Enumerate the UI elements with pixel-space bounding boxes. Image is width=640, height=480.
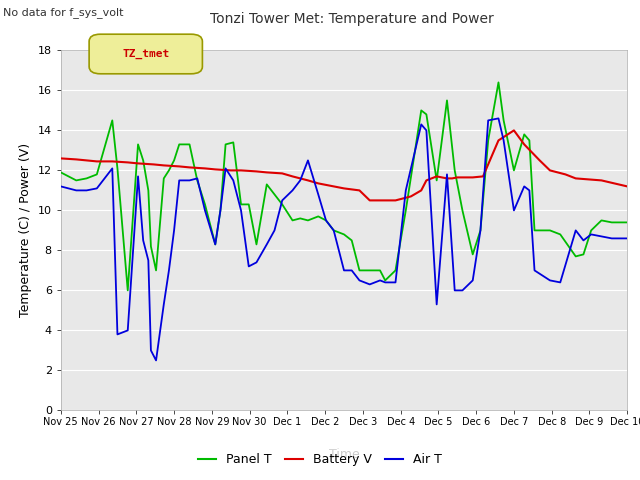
Text: Tonzi Tower Met: Temperature and Power: Tonzi Tower Met: Temperature and Power — [210, 12, 494, 26]
FancyBboxPatch shape — [89, 34, 202, 74]
Y-axis label: Temperature (C) / Power (V): Temperature (C) / Power (V) — [19, 144, 32, 317]
Legend: Panel T, Battery V, Air T: Panel T, Battery V, Air T — [193, 448, 447, 471]
Text: No data for f_sys_volt: No data for f_sys_volt — [3, 7, 124, 18]
X-axis label: Time: Time — [328, 448, 360, 461]
Text: TZ_tmet: TZ_tmet — [122, 49, 170, 59]
